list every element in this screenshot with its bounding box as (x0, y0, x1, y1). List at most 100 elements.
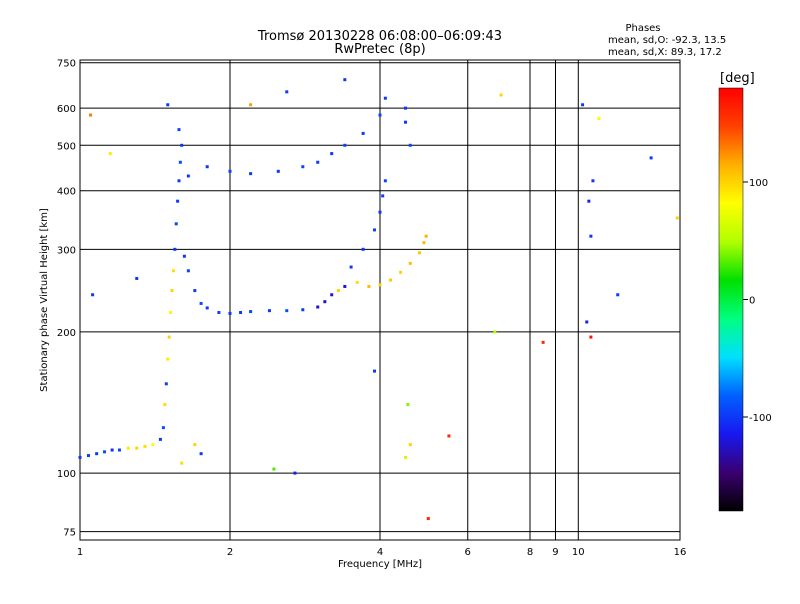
data-point (597, 117, 601, 121)
x-tick-label: 10 (572, 547, 585, 558)
y-axis-label: Stationary phase Virtual Height [km] (39, 208, 50, 392)
data-point (493, 330, 497, 334)
data-point (117, 448, 121, 452)
data-point (126, 446, 130, 450)
data-point (389, 278, 393, 282)
data-point (135, 276, 139, 280)
data-point (89, 113, 93, 117)
colorbar (718, 87, 744, 512)
data-point (589, 335, 593, 339)
data-point (378, 113, 382, 117)
data-point (186, 174, 190, 178)
data-point (349, 265, 353, 269)
stats-x-mode: mean, sd,X: 89.3, 17.2 (608, 47, 722, 58)
data-point (151, 443, 155, 447)
x-tick-label: 1 (77, 547, 83, 558)
colorbar-tick-label: -100 (749, 413, 772, 424)
data-point (301, 308, 305, 312)
data-point (361, 131, 365, 135)
data-point (158, 437, 162, 441)
data-point (499, 93, 503, 97)
data-point (164, 382, 168, 386)
x-tick-label: 16 (674, 547, 687, 558)
data-point (323, 300, 327, 304)
chart-title: Tromsø 20130228 06:08:00–06:09:43 (257, 29, 502, 44)
data-point (276, 169, 280, 173)
data-point (180, 461, 184, 465)
data-points (78, 78, 679, 521)
data-point (343, 78, 347, 82)
chart-subtitle: RwPretec (8p) (334, 42, 425, 57)
data-point (383, 179, 387, 183)
data-point (193, 443, 197, 447)
data-point (343, 143, 347, 147)
y-tick-label: 750 (57, 59, 76, 70)
data-point (193, 289, 197, 293)
data-point (408, 261, 412, 265)
data-point (587, 199, 591, 203)
data-point (161, 426, 165, 430)
data-point (199, 301, 203, 305)
data-point (616, 293, 620, 297)
data-point (135, 446, 139, 450)
data-point (373, 369, 377, 373)
x-tick-label: 4 (377, 547, 383, 558)
data-point (180, 143, 184, 147)
data-point (199, 452, 203, 456)
data-point (293, 471, 297, 475)
stats-o-mode: mean, sd,O: -92.3, 13.5 (608, 35, 726, 46)
data-point (163, 403, 167, 407)
data-point (316, 160, 320, 164)
data-point (103, 450, 107, 454)
data-point (182, 254, 186, 258)
y-tick-label: 500 (57, 141, 76, 152)
data-point (649, 156, 653, 160)
grid-lines (80, 60, 680, 540)
data-point (228, 169, 232, 173)
data-point (177, 179, 181, 183)
y-tick-label: 400 (57, 187, 76, 198)
y-tick-label: 300 (57, 245, 76, 256)
data-point (381, 194, 385, 198)
stats-heading: Phases (625, 23, 660, 34)
data-point (408, 143, 412, 147)
data-point (426, 517, 430, 521)
data-point (336, 289, 340, 293)
y-tick-label: 75 (63, 528, 76, 539)
data-point (228, 311, 232, 315)
x-axis-label: Frequency [MHz] (338, 559, 422, 570)
data-point (403, 120, 407, 124)
data-point (675, 216, 679, 220)
y-tick-label: 100 (57, 469, 76, 480)
data-point (174, 222, 178, 226)
x-axis-ticks: 1 2 4 6 8 9 10 16 (77, 547, 687, 558)
data-point (581, 103, 585, 107)
data-point (167, 335, 171, 339)
data-point (217, 310, 221, 314)
x-tick-label: 6 (465, 547, 471, 558)
data-point (301, 165, 305, 169)
data-point (422, 241, 426, 245)
data-point (178, 160, 182, 164)
data-point (173, 247, 177, 251)
colorbar-label: [deg] (720, 71, 755, 86)
y-tick-label: 600 (57, 104, 76, 115)
data-point (447, 434, 451, 438)
colorbar-tick-label: 0 (749, 296, 755, 307)
data-point (86, 454, 90, 458)
data-point (186, 269, 190, 273)
x-tick-label: 8 (527, 547, 533, 558)
data-point (176, 199, 180, 203)
data-point (361, 247, 365, 251)
colorbar-ticks: 100 0 -100 (743, 178, 772, 424)
data-point (316, 305, 320, 309)
data-point (399, 270, 403, 274)
data-point (541, 340, 545, 344)
data-point (170, 289, 174, 293)
data-point (110, 448, 114, 452)
x-tick-label: 9 (552, 547, 558, 558)
data-point (589, 234, 593, 238)
data-point (108, 152, 112, 156)
data-point (403, 455, 407, 459)
data-point (417, 251, 421, 255)
